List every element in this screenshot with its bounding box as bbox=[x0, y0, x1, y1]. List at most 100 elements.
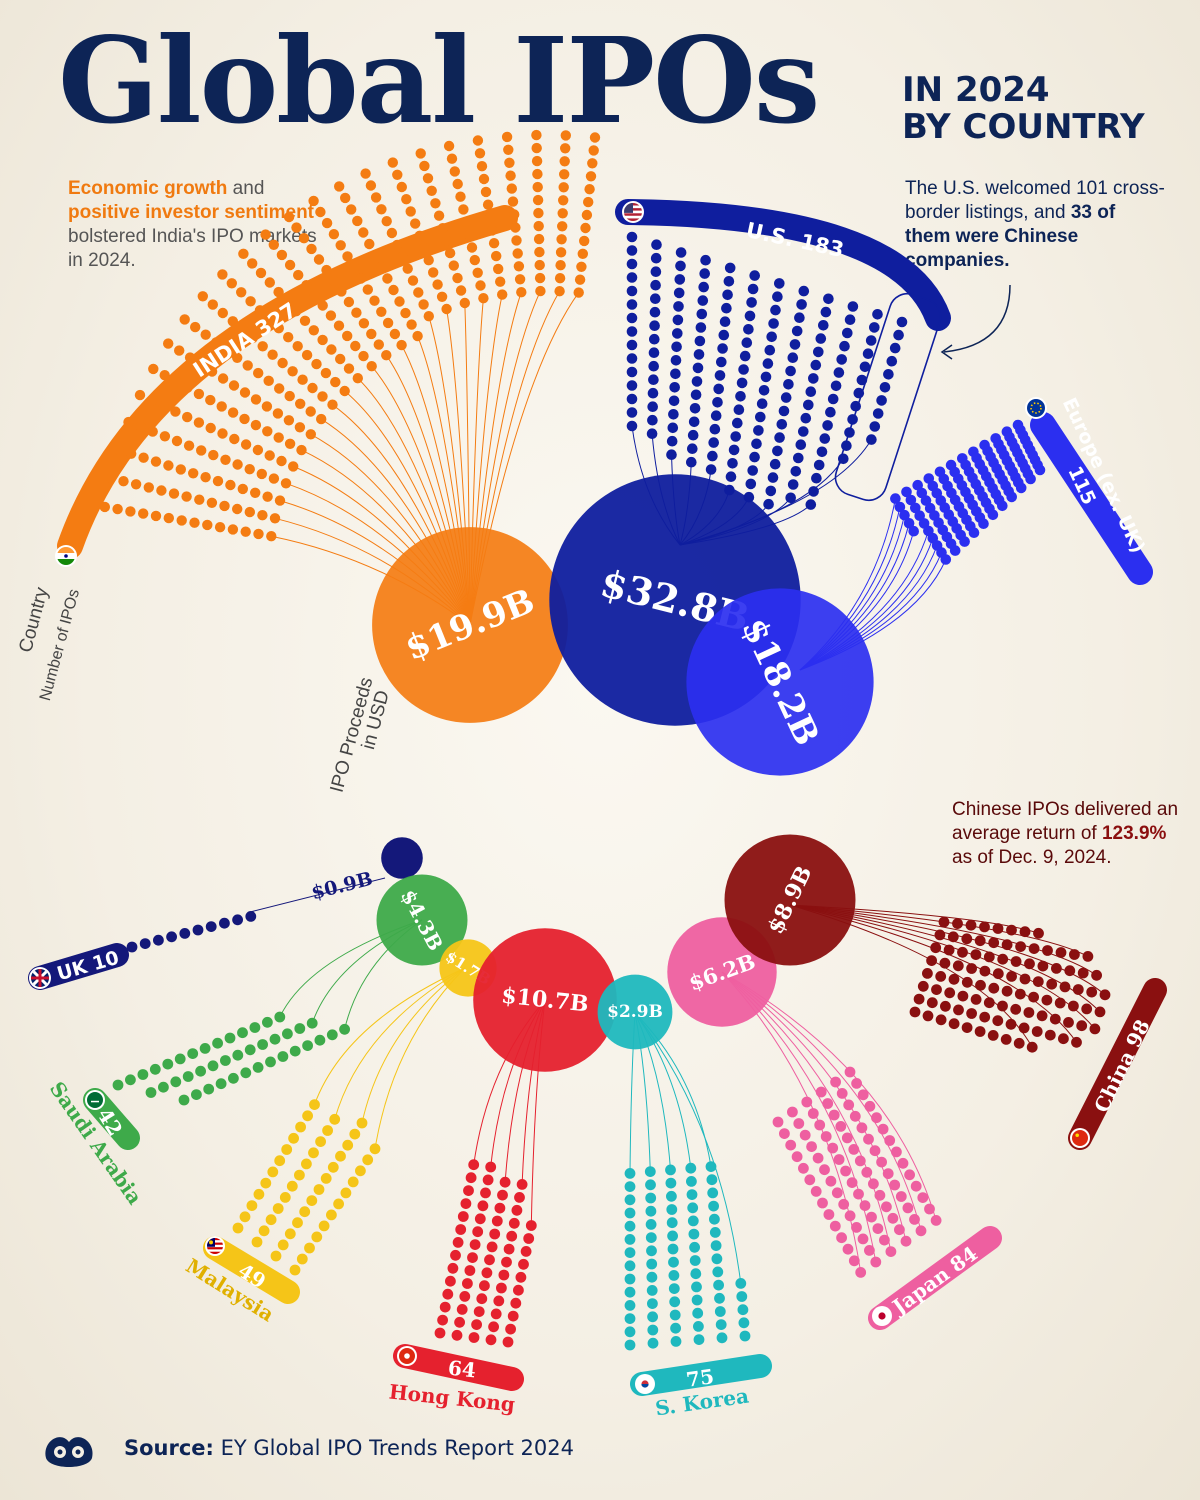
ipo-dot bbox=[745, 478, 757, 490]
bubble-skorea bbox=[597, 974, 673, 1050]
ipo-dot bbox=[872, 1223, 884, 1234]
ipo-dot bbox=[159, 431, 171, 442]
ipo-dot bbox=[876, 1156, 887, 1168]
ipo-dot bbox=[798, 285, 810, 297]
ipo-dot bbox=[626, 285, 638, 297]
ipo-dot bbox=[686, 1176, 697, 1187]
ipo-dot bbox=[113, 444, 125, 455]
ipo-dot bbox=[423, 255, 434, 266]
ipo-dot bbox=[308, 1147, 319, 1159]
europe-label-count: 115 bbox=[1063, 463, 1100, 508]
ipo-dot bbox=[952, 918, 963, 929]
ipo-dot bbox=[197, 291, 208, 302]
ipo-dot bbox=[668, 1283, 680, 1294]
connector-line bbox=[679, 462, 692, 546]
ipo-dot bbox=[326, 1209, 337, 1221]
ipo-dot bbox=[1028, 943, 1040, 954]
ipo-dot bbox=[284, 438, 296, 449]
ipo-dot bbox=[835, 1121, 847, 1132]
connector-line bbox=[799, 530, 929, 671]
ipo-dot bbox=[859, 1200, 871, 1211]
ipo-dot bbox=[650, 252, 662, 264]
ipo-dot bbox=[827, 1142, 839, 1154]
ipo-dot bbox=[673, 287, 685, 299]
ipo-dot bbox=[974, 458, 986, 470]
ipo-dot bbox=[686, 1189, 698, 1200]
ipo-dot bbox=[212, 475, 224, 487]
skorea-count: 75 bbox=[685, 1364, 716, 1392]
flag-body bbox=[1027, 399, 1045, 417]
flag-ring bbox=[397, 1346, 417, 1366]
ipo-dot bbox=[922, 968, 933, 979]
connector-line bbox=[310, 433, 471, 626]
ipo-dot bbox=[373, 339, 384, 350]
ipo-dot bbox=[936, 547, 947, 558]
ipo-dot bbox=[258, 1225, 270, 1237]
ipo-dot bbox=[783, 379, 794, 390]
ipo-dot bbox=[247, 332, 258, 344]
ipo-dot bbox=[649, 306, 661, 318]
ipo-dot bbox=[579, 235, 590, 247]
ipo-dot bbox=[358, 350, 369, 362]
ipo-dot bbox=[947, 516, 959, 527]
subtitle-line-2: BY COUNTRY bbox=[902, 107, 1145, 148]
ipo-dot bbox=[510, 1297, 522, 1309]
ipo-dot bbox=[774, 278, 785, 289]
ipo-dot bbox=[272, 1203, 284, 1214]
ipo-dot bbox=[829, 1220, 841, 1232]
ipo-dot bbox=[733, 404, 745, 416]
ipo-dot bbox=[301, 1158, 312, 1170]
ipo-dot bbox=[137, 1069, 149, 1080]
ipo-dot bbox=[987, 1030, 999, 1041]
connector-line bbox=[464, 302, 471, 626]
ipo-dot bbox=[672, 328, 683, 339]
ipo-dot bbox=[215, 1078, 227, 1090]
ipo-dot bbox=[691, 1281, 702, 1293]
ipo-dot bbox=[961, 933, 973, 945]
connector-line bbox=[446, 308, 471, 626]
india-annotation: Economic growth and positive investor se… bbox=[68, 177, 328, 274]
ipo-dot bbox=[336, 286, 347, 297]
ipo-dot bbox=[576, 261, 587, 272]
ipo-dot bbox=[970, 994, 982, 1005]
ipo-dot bbox=[515, 1271, 527, 1283]
connector-line bbox=[344, 390, 471, 626]
bubble-china bbox=[724, 834, 856, 966]
ipo-dot bbox=[313, 1184, 325, 1195]
ipo-dot bbox=[228, 1072, 239, 1084]
ipo-dot bbox=[1015, 424, 1026, 436]
annotation-text: positive investor sentiment bbox=[68, 202, 315, 224]
ipo-dot bbox=[237, 1027, 248, 1039]
ipo-dot bbox=[274, 1011, 286, 1023]
ipo-dot bbox=[482, 1174, 494, 1186]
ipo-dot bbox=[807, 1108, 819, 1119]
ipo-dot bbox=[534, 246, 545, 258]
ipo-dot bbox=[491, 1215, 503, 1227]
ipo-dot bbox=[205, 921, 217, 932]
connector-line bbox=[374, 967, 466, 1149]
ipo-dot bbox=[269, 513, 281, 524]
ipo-dot bbox=[242, 360, 253, 371]
annotation-text: 123.9% bbox=[1101, 823, 1167, 845]
ipo-dot bbox=[262, 426, 273, 437]
ipo-dot bbox=[728, 444, 740, 456]
ipo-dot bbox=[112, 1079, 124, 1091]
ipo-dot bbox=[968, 446, 979, 458]
ipo-dot bbox=[693, 349, 705, 360]
ipo-dot bbox=[369, 1143, 381, 1155]
ipo-dot bbox=[1014, 452, 1026, 464]
india-label: INDIA 327 bbox=[189, 298, 301, 382]
ipo-dot bbox=[246, 1200, 258, 1211]
ipo-dot bbox=[844, 314, 856, 326]
ipo-dot bbox=[817, 1197, 828, 1209]
flag-mark bbox=[641, 1380, 649, 1388]
annotation-text: and bbox=[227, 178, 265, 199]
ipo-dot bbox=[407, 275, 419, 286]
flag-band bbox=[624, 215, 642, 219]
ipo-dot bbox=[646, 1245, 657, 1257]
ipo-dot bbox=[993, 438, 1004, 450]
ipo-dot bbox=[430, 198, 441, 209]
flag-mark bbox=[64, 554, 68, 558]
ipo-dot bbox=[351, 307, 362, 318]
ipo-dot bbox=[647, 1324, 659, 1336]
